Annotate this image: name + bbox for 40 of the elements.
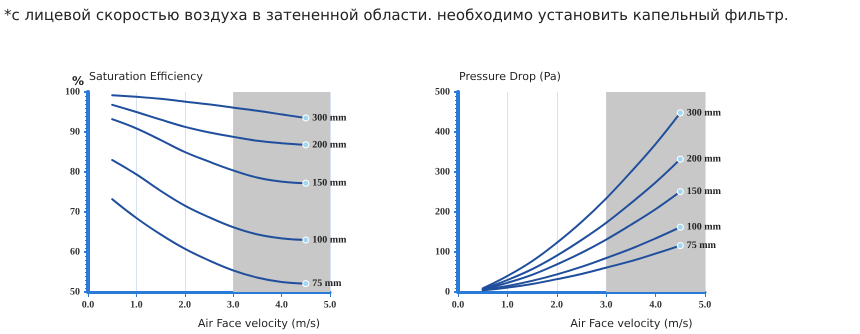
- series-label: 300 mm: [312, 112, 348, 124]
- series-label: 75 mm: [686, 240, 717, 252]
- y-axis-title: %: [72, 74, 84, 88]
- series-label: 300 mm: [686, 107, 722, 118]
- x-tick-label: 5.0: [324, 300, 336, 310]
- series-label: 75 mm: [312, 278, 342, 290]
- x-tick-label: 1.0: [130, 300, 143, 310]
- y-tick-label: 500: [435, 86, 450, 98]
- chart-title: Saturation Efficiency: [89, 70, 204, 83]
- y-tick-label: 70: [70, 206, 80, 218]
- chart-title: Pressure Drop (Pa): [459, 70, 561, 83]
- series-label: 100 mm: [686, 222, 722, 233]
- y-tick-label: 50: [70, 286, 80, 298]
- x-tick-label: 2.0: [550, 300, 564, 310]
- series-label: 200 mm: [312, 139, 348, 150]
- x-tick-label: 3.0: [226, 300, 240, 310]
- y-tick-label: 200: [435, 206, 450, 218]
- y-tick-label: 300: [435, 166, 450, 178]
- series-label: 200 mm: [686, 154, 722, 165]
- x-tick-label: 0.0: [82, 300, 94, 310]
- y-tick-label: 100: [435, 246, 450, 258]
- x-tick-label: 3.0: [600, 300, 612, 310]
- y-tick-label: 400: [435, 126, 450, 138]
- y-tick-label: 60: [70, 246, 80, 258]
- series-label: 100 mm: [312, 234, 348, 246]
- x-axis-title: Air Face velocity (m/s): [198, 317, 320, 330]
- x-axis-title: Air Face velocity (m/s): [570, 317, 693, 330]
- x-tick-label: 5.0: [698, 300, 712, 310]
- text: *с лицевой скоростью воздуха в затененной области. необходимо установить капельный фильтр.: [4, 6, 789, 24]
- x-tick-label: 4.0: [649, 300, 662, 310]
- x-tick-label: 4.0: [275, 300, 288, 310]
- y-tick-label: 90: [70, 126, 80, 138]
- series-label: 150 mm: [686, 186, 722, 198]
- x-tick-label: 1.0: [501, 300, 514, 310]
- y-tick-label: 0: [445, 286, 450, 298]
- x-tick-label: 2.0: [178, 300, 192, 310]
- series-label: 150 mm: [312, 178, 348, 189]
- x-tick-label: 0.0: [452, 300, 464, 310]
- y-tick-label: 80: [70, 166, 80, 178]
- y-tick-label: 100: [65, 86, 80, 98]
